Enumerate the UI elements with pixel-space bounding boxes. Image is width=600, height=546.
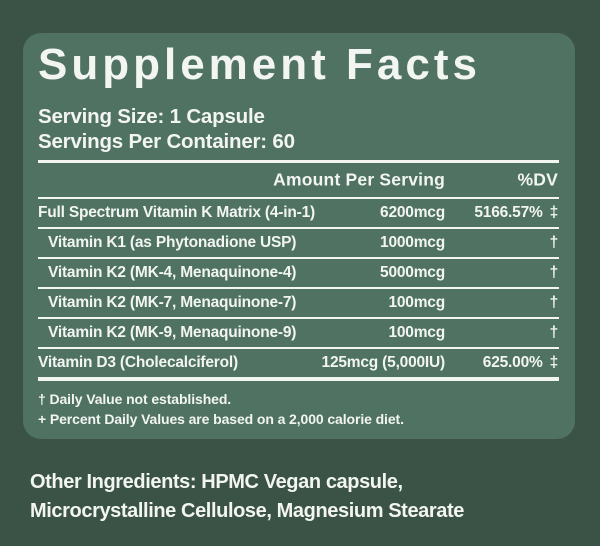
table-header: Amount Per Serving %DV — [38, 163, 559, 197]
divider — [38, 160, 559, 163]
nutrient-dv: 625.00% ‡ — [483, 354, 558, 372]
dagger-symbol: † — [549, 234, 559, 251]
servings-per-container: Servings Per Container: 60 — [38, 130, 295, 153]
nutrient-amount: 125mcg (5,000IU) — [321, 354, 446, 371]
serving-info: Serving Size: 1 Capsule Servings Per Con… — [38, 104, 559, 154]
nutrient-amount: 6200mcg — [380, 204, 445, 221]
dagger-symbol: † — [549, 294, 559, 311]
supplement-facts-panel: Supplement Facts Serving Size: 1 Capsule… — [23, 33, 575, 439]
nutrient-dv: † — [543, 234, 559, 252]
nutrient-amount: 5000mcg — [380, 264, 445, 281]
divider — [38, 377, 559, 381]
dagger-symbol: ‡ — [549, 204, 559, 221]
dagger-symbol: † — [549, 264, 559, 281]
dv-value: 5166.57% — [474, 204, 543, 221]
amount-column-header: Amount Per Serving — [273, 169, 445, 190]
nutrient-amount: 100mcg — [388, 294, 445, 311]
nutrient-dv: † — [543, 264, 559, 282]
table-row: Vitamin K2 (MK-7, Menaquinone-7) 100mcg … — [38, 287, 559, 317]
dv-value: 625.00% — [482, 354, 543, 371]
table-row: Full Spectrum Vitamin K Matrix (4-in-1) … — [38, 199, 559, 227]
serving-size: Serving Size: 1 Capsule — [38, 105, 265, 128]
table-row: Vitamin D3 (Cholecalciferol) 125mcg (5,0… — [38, 347, 559, 377]
nutrient-amount: 100mcg — [388, 324, 445, 341]
dagger-symbol: ‡ — [549, 354, 559, 371]
nutrient-dv: † — [543, 324, 559, 342]
nutrient-name: Vitamin K2 (MK-7, Menaquinone-7) — [48, 294, 297, 311]
nutrient-dv: 5166.57% ‡ — [474, 204, 558, 222]
other-ingredients-line-2: Microcrystalline Cellulose, Magnesium St… — [30, 500, 464, 522]
other-ingredients-line-1: Other Ingredients: HPMC Vegan capsule, — [30, 471, 403, 493]
nutrient-name: Vitamin D3 (Cholecalciferol) — [38, 354, 238, 371]
divider — [38, 197, 559, 199]
nutrient-name: Full Spectrum Vitamin K Matrix (4-in-1) — [38, 204, 315, 221]
table-row: Vitamin K2 (MK-9, Menaquinone-9) 100mcg … — [38, 317, 559, 347]
footnotes: † Daily Value not established. + Percent… — [38, 390, 559, 429]
panel-title: Supplement Facts — [38, 40, 481, 89]
footnote-daily-value: † Daily Value not established. — [38, 391, 232, 407]
nutrient-dv: † — [543, 294, 559, 312]
dagger-symbol: † — [549, 324, 559, 341]
table-row: Vitamin K2 (MK-4, Menaquinone-4) 5000mcg… — [38, 257, 559, 287]
other-ingredients: Other Ingredients: HPMC Vegan capsule, M… — [30, 468, 464, 526]
footnote-percent-dv: + Percent Daily Values are based on a 2,… — [38, 410, 404, 427]
nutrient-name: Vitamin K2 (MK-9, Menaquinone-9) — [48, 324, 297, 341]
dv-column-header: %DV — [517, 169, 558, 190]
nutrient-name: Vitamin K2 (MK-4, Menaquinone-4) — [48, 264, 297, 281]
nutrient-name: Vitamin K1 (as Phytonadione USP) — [48, 234, 297, 251]
nutrient-table: Full Spectrum Vitamin K Matrix (4-in-1) … — [38, 199, 559, 377]
nutrient-amount: 1000mcg — [380, 234, 445, 251]
table-row: Vitamin K1 (as Phytonadione USP) 1000mcg… — [38, 227, 559, 257]
